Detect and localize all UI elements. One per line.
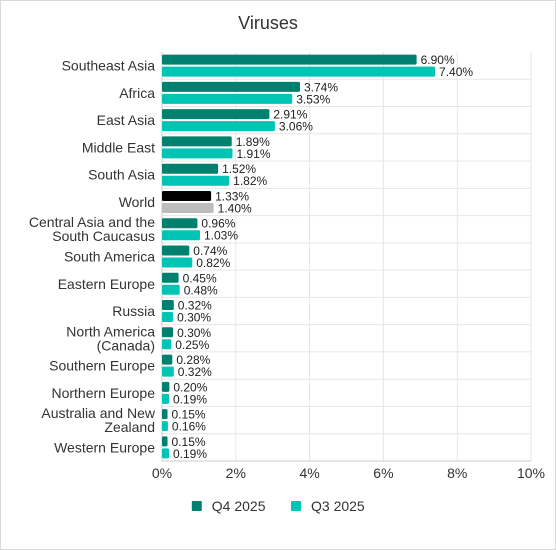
data-label: 0.19% (173, 392, 207, 406)
category-label: South America (64, 249, 155, 265)
data-label: 0.15% (172, 435, 206, 449)
bar (162, 66, 436, 77)
bar (162, 393, 170, 404)
bars: 6.90%7.40% 3.74%3.53% 2.91%3.06% 1.89%1.91%… (162, 53, 473, 461)
x-tick-label: 6% (373, 465, 393, 481)
category-label: Eastern Europe (58, 276, 155, 292)
legend-label: Q3 2025 (311, 498, 365, 514)
data-label: 0.25% (175, 338, 209, 352)
bar (162, 218, 198, 229)
chart-title: Viruses (238, 13, 298, 33)
category-labels: Southeast Asia Africa East Asia Middle East… (29, 58, 156, 456)
category-label: Australia and New Zealand (41, 405, 156, 435)
category-label: Northern Europe (51, 385, 155, 401)
data-label: 0.48% (184, 283, 218, 297)
data-label: 1.91% (236, 147, 270, 161)
category-label: East Asia (97, 112, 156, 128)
x-tick-label: 10% (517, 465, 545, 481)
grid-lines (161, 52, 532, 462)
bar (162, 272, 179, 283)
data-label: 1.03% (204, 229, 238, 243)
category-label: Southern Europe (49, 358, 155, 374)
data-label: 0.96% (201, 217, 235, 231)
bar (162, 202, 214, 213)
bar (162, 163, 219, 174)
x-tick-label: 8% (447, 465, 467, 481)
bar (162, 257, 193, 268)
category-label: Western Europe (54, 439, 155, 455)
bar (162, 284, 180, 295)
x-tick-label: 2% (226, 465, 246, 481)
data-label: 1.33% (215, 189, 249, 203)
bar (162, 448, 170, 459)
data-label: 0.30% (177, 311, 211, 325)
bar (162, 366, 174, 377)
bar (162, 121, 275, 132)
data-label: 1.40% (218, 201, 252, 215)
bar (162, 300, 174, 311)
category-label: North America (Canada) (66, 323, 155, 353)
data-label: 3.74% (304, 80, 338, 94)
legend-label: Q4 2025 (212, 498, 266, 514)
category-label: Southeast Asia (62, 58, 156, 74)
bar (162, 409, 168, 420)
data-label: 7.40% (439, 65, 473, 79)
category-label: World (119, 194, 155, 210)
bar (162, 230, 201, 241)
bar (162, 381, 170, 392)
data-label: 0.82% (196, 256, 230, 270)
bar (162, 339, 172, 350)
x-tick-label: 4% (299, 465, 319, 481)
data-label: 2.91% (273, 108, 307, 122)
legend-swatch (291, 501, 301, 511)
bar (162, 312, 174, 323)
bar (162, 54, 417, 65)
category-label: Africa (119, 85, 155, 101)
bar (162, 81, 301, 92)
data-label: 0.30% (177, 326, 211, 340)
category-label: South Asia (88, 167, 155, 183)
bar (162, 354, 173, 365)
bar (162, 421, 168, 432)
data-label: 6.90% (421, 53, 455, 67)
bar (162, 148, 233, 159)
bar (162, 175, 230, 186)
data-label: 3.53% (296, 92, 330, 106)
data-label: 3.06% (279, 120, 313, 134)
category-label: Central Asia and the South Caucasus (29, 214, 155, 244)
data-label: 0.45% (183, 271, 217, 285)
bar (162, 190, 212, 201)
data-label: 0.19% (173, 447, 207, 461)
legend: Q4 2025 Q3 2025 (191, 498, 365, 514)
legend-swatch (191, 501, 202, 511)
category-label: Russia (112, 303, 155, 319)
bar (162, 436, 168, 447)
data-label: 0.28% (176, 353, 210, 367)
data-label: 0.16% (172, 420, 206, 434)
category-label: Middle East (82, 139, 155, 155)
x-tick-label: 0% (152, 465, 172, 481)
bar (162, 136, 232, 147)
data-label: 0.20% (173, 380, 207, 394)
bar (162, 245, 190, 256)
x-axis-ticks: 0% 2% 4% 6% 8% 10% (152, 465, 545, 481)
bar (162, 327, 174, 338)
data-label: 1.89% (236, 135, 270, 149)
bar (162, 109, 270, 120)
bar (162, 93, 293, 104)
data-label: 0.32% (178, 365, 212, 379)
data-label: 1.82% (233, 174, 267, 188)
data-label: 0.32% (178, 299, 212, 313)
data-label: 0.15% (172, 408, 206, 422)
data-label: 0.74% (193, 244, 227, 258)
data-label: 1.52% (222, 162, 256, 176)
